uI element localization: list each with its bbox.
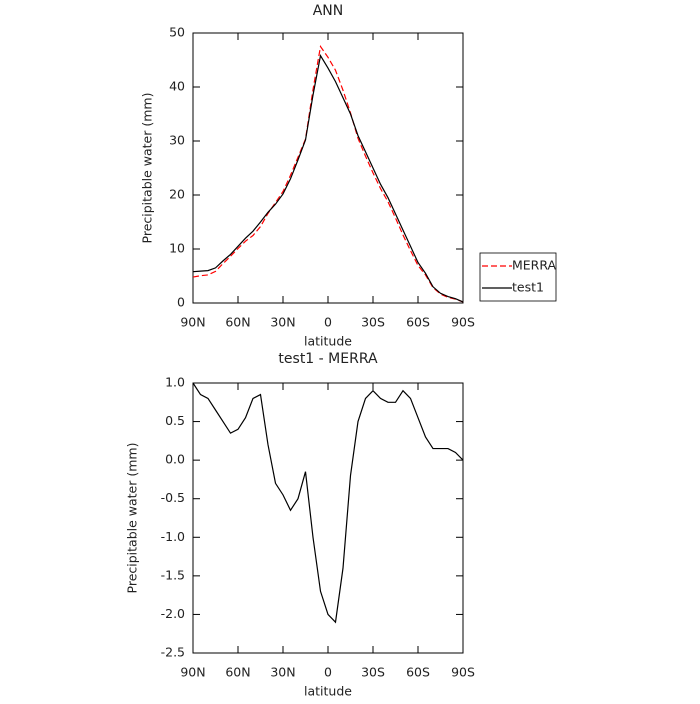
x-axis-label: latitude	[304, 334, 352, 349]
y-tick-label: -2.5	[161, 645, 185, 660]
x-tick-label: 60N	[225, 315, 250, 330]
plot-frame	[192, 382, 464, 654]
legend-label: MERRA	[512, 258, 557, 273]
y-tick-label: 0.0	[165, 452, 185, 467]
y-axis-label: Precipitable water (mm)	[140, 93, 155, 244]
data-line	[192, 44, 464, 303]
plot-frame	[192, 32, 464, 304]
y-tick-label: -1.5	[161, 567, 185, 582]
legend-label: test1	[512, 280, 544, 295]
y-tick-label: 20	[169, 187, 185, 202]
x-tick-label: 0	[324, 315, 332, 330]
data-line	[192, 54, 464, 303]
chart-title: ANN	[313, 3, 344, 19]
chart-title: test1 - MERRA	[278, 351, 378, 367]
x-tick-label: 60S	[406, 665, 430, 680]
x-tick-label: 90S	[451, 665, 475, 680]
y-axis-label: Precipitable water (mm)	[125, 443, 140, 594]
x-tick-label: 30S	[361, 315, 385, 330]
x-tick-label: 30N	[270, 315, 295, 330]
y-tick-label: 40	[169, 79, 185, 94]
y-tick-label: -1.0	[161, 529, 185, 544]
x-tick-label: 90N	[180, 315, 205, 330]
x-tick-label: 30S	[361, 665, 385, 680]
y-tick-label: -0.5	[161, 490, 185, 505]
y-tick-label: 50	[169, 25, 185, 40]
x-tick-label: 90S	[451, 315, 475, 330]
x-tick-label: 90N	[180, 665, 205, 680]
y-tick-label: 1.0	[165, 375, 185, 390]
y-tick-label: 30	[169, 133, 185, 148]
x-tick-label: 60N	[225, 665, 250, 680]
x-axis-label: latitude	[304, 684, 352, 699]
y-tick-label: 10	[169, 241, 185, 256]
y-tick-label: -2.0	[161, 606, 185, 621]
y-tick-label: 0.5	[165, 413, 185, 428]
x-tick-label: 0	[324, 665, 332, 680]
y-tick-label: 0	[177, 295, 185, 310]
data-line	[192, 382, 464, 624]
x-tick-label: 60S	[406, 315, 430, 330]
legend-box	[479, 252, 557, 302]
x-tick-label: 30N	[270, 665, 295, 680]
